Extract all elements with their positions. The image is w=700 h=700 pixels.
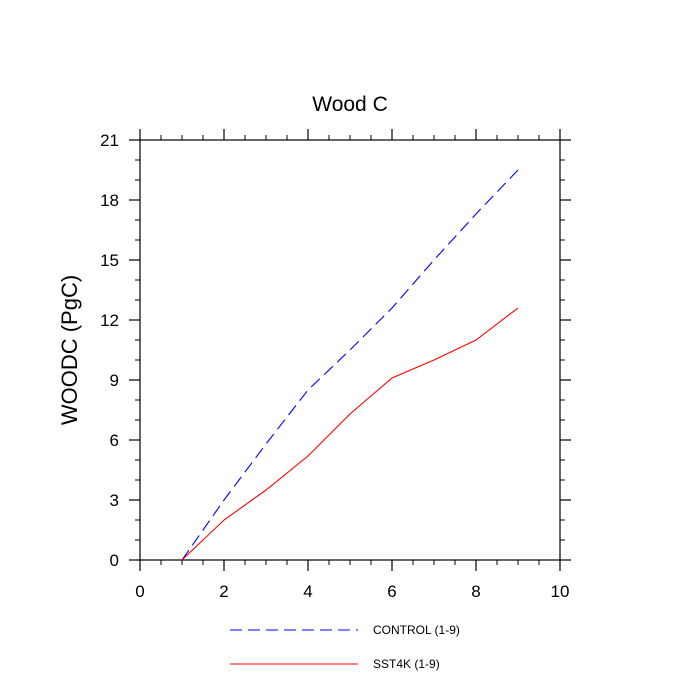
series-line-1 [181,307,519,561]
y-tick-label: 21 [100,131,119,150]
x-tick-label: 0 [135,582,144,601]
x-tick-label: 6 [387,582,396,601]
y-tick-label: 6 [110,431,119,450]
x-tick-label: 2 [219,582,228,601]
chart-title: Wood C [312,93,387,116]
x-tick-label: 8 [471,582,480,601]
series-line-0 [181,169,519,561]
x-tick-label: 10 [551,582,570,601]
y-tick-label: 12 [100,311,119,330]
tick-labels: 0 2 4 6 8 10 0 3 6 9 12 15 18 21 [100,131,569,601]
axis-ticks [129,129,571,571]
legend-label-0: CONTROL (1-9) [373,623,460,637]
y-tick-label: 3 [110,491,119,510]
y-axis-label: WOODC (PgC) [57,275,82,425]
x-tick-label: 4 [303,582,312,601]
y-tick-label: 0 [110,551,119,570]
legend-label-1: SST4K (1-9) [373,657,440,671]
legend: CONTROL (1-9) SST4K (1-9) [230,623,460,671]
y-tick-label: 9 [110,371,119,390]
plot-frame [139,139,561,561]
series-lines [181,169,519,561]
y-tick-label: 15 [100,251,119,270]
y-tick-label: 18 [100,191,119,210]
